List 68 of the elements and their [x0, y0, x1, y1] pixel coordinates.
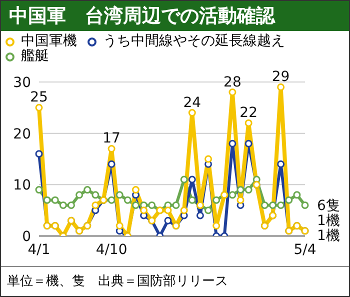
point [196, 212, 204, 220]
point [67, 201, 75, 209]
legend-label: 中国軍機 [20, 33, 77, 49]
legend-label: うち中間線やその延長線越え [102, 33, 285, 49]
point [228, 191, 236, 199]
point [124, 196, 132, 204]
point [92, 191, 100, 199]
point [108, 160, 116, 168]
point [108, 144, 116, 152]
point [92, 201, 100, 209]
point [204, 155, 212, 163]
point [51, 196, 59, 204]
point [228, 140, 236, 148]
point [35, 104, 43, 112]
point [269, 201, 277, 209]
x-tick-label: 4/10 [96, 242, 128, 258]
point [35, 150, 43, 158]
point [277, 201, 285, 209]
point [140, 206, 148, 214]
point [116, 191, 124, 199]
point [172, 201, 180, 209]
data-label: 17 [102, 130, 120, 147]
data-label: 29 [272, 69, 290, 86]
point [59, 201, 67, 209]
point [43, 196, 51, 204]
point [277, 160, 285, 168]
data-label: 24 [183, 94, 202, 111]
point [244, 119, 252, 127]
point [188, 196, 196, 204]
data-label: 28 [224, 74, 242, 90]
point [108, 196, 116, 204]
point [188, 109, 196, 117]
point [164, 216, 172, 224]
point [204, 206, 212, 214]
legend-label: 艦艇 [20, 48, 49, 64]
point [76, 191, 84, 199]
point [116, 222, 124, 230]
point [244, 186, 252, 194]
point [84, 186, 92, 194]
point [244, 140, 252, 148]
annotation: 1機 [317, 213, 340, 230]
point [301, 201, 309, 209]
point [180, 206, 188, 214]
point [132, 201, 140, 209]
point [180, 176, 188, 184]
annotation: 6隻 [317, 198, 340, 214]
point [285, 196, 293, 204]
data-label: 22 [240, 105, 258, 122]
point [236, 196, 244, 204]
point [236, 186, 244, 194]
point [293, 191, 301, 199]
point [132, 186, 140, 194]
point [148, 201, 156, 209]
data-label: 25 [30, 90, 48, 106]
point [35, 186, 43, 194]
point [277, 83, 285, 91]
point [228, 88, 236, 96]
point [260, 201, 268, 209]
y-tick-label: 30 [13, 74, 31, 91]
annotation: 1機 [317, 228, 340, 244]
text: 単位＝機、隻 出典＝国防部リリース [7, 273, 229, 290]
chart-title: 中国軍 台湾周辺での活動確認 [1, 1, 349, 31]
point [188, 176, 196, 184]
point [212, 196, 220, 204]
point [164, 206, 172, 214]
x-tick-label: 5/4 [294, 242, 316, 258]
y-tick-label: 10 [13, 178, 31, 194]
y-tick-label: 20 [13, 126, 31, 142]
